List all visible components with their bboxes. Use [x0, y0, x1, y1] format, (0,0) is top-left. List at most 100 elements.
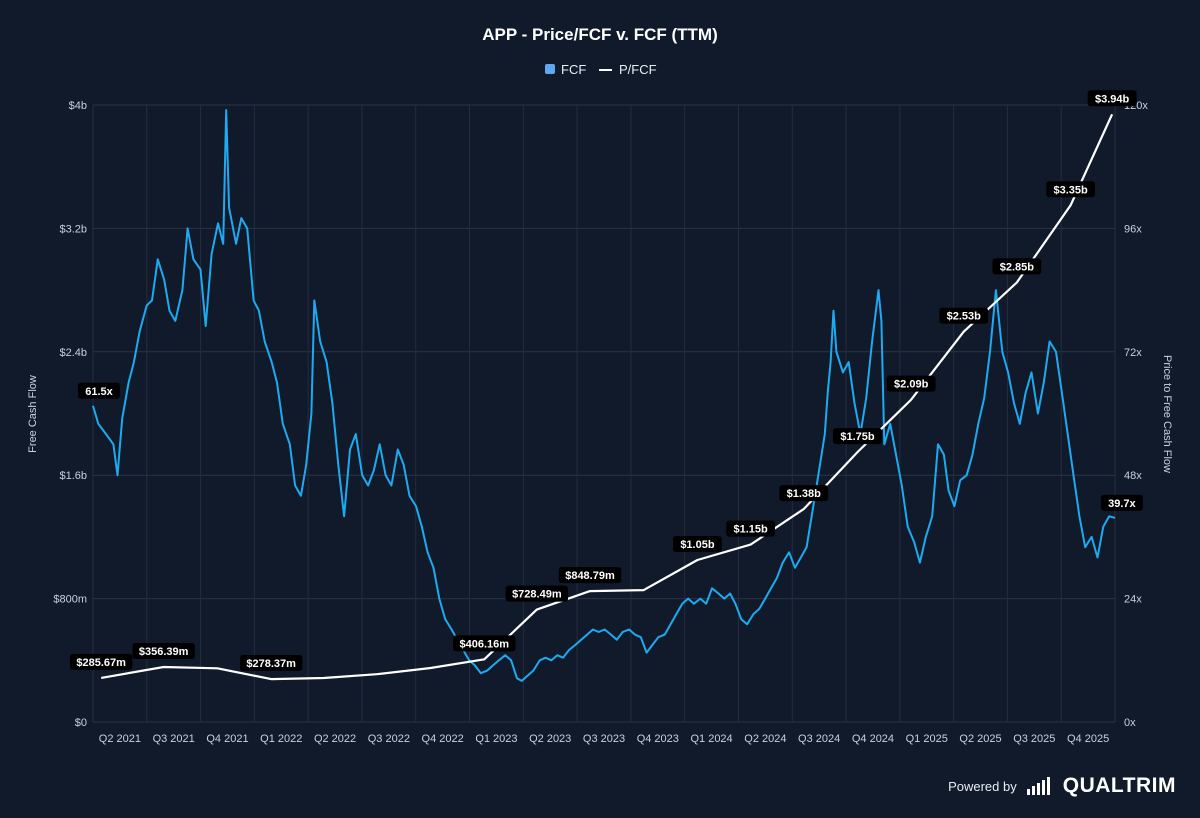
- data-label-box: [132, 643, 195, 660]
- powered-by-text: Powered by: [948, 778, 1017, 794]
- x-tick-label: Q2 2025: [959, 733, 1001, 745]
- chart-title: APP - Price/FCF v. FCF (TTM): [482, 25, 718, 44]
- data-label-text: $2.85b: [1000, 261, 1035, 273]
- x-tick-label: Q3 2022: [368, 733, 410, 745]
- legend-pfcf-label: P/FCF: [619, 62, 657, 77]
- x-axis-ticks: Q2 2021 Q3 2021 Q4 2021 Q1 2022 Q2 2022 Q3 20…: [99, 733, 1109, 745]
- data-label-box: [505, 585, 569, 602]
- x-tick-label: Q3 2025: [1013, 733, 1055, 745]
- legend-item-fcf[interactable]: FCF: [545, 62, 586, 77]
- series-line-fcf: [101, 113, 1114, 681]
- left-tick-label: $2.4b: [59, 347, 87, 359]
- right-axis-title: Price to Free Cash Flow: [1161, 355, 1173, 473]
- data-label-text: $3.94b: [1095, 93, 1130, 105]
- data-label-box: [939, 307, 989, 324]
- legend-item-pfcf[interactable]: P/FCF: [599, 62, 657, 77]
- data-label-text: $3.35b: [1053, 184, 1088, 196]
- data-label-text: $728.49m: [512, 589, 562, 601]
- x-tick-label: Q3 2023: [583, 733, 625, 745]
- series-layer: [92, 109, 1116, 682]
- data-label: 39.7x: [1100, 494, 1143, 511]
- x-tick-label: Q1 2025: [906, 733, 948, 745]
- data-label-text: 61.5x: [85, 386, 113, 398]
- data-label-text: $1.15b: [733, 524, 768, 536]
- data-label-box: [453, 635, 516, 652]
- x-tick-label: Q2 2022: [314, 733, 356, 745]
- x-tick-label: Q4 2023: [637, 733, 679, 745]
- data-label-text: $406.16m: [460, 638, 510, 650]
- data-label-box: [1100, 494, 1143, 511]
- data-label: $2.09b: [886, 375, 936, 392]
- data-label-text: $285.67m: [76, 657, 126, 669]
- data-label: $848.79m: [558, 567, 622, 584]
- data-label-box: [779, 485, 829, 502]
- left-axis-ticks: $0 $800m $1.6b $2.4b $3.2b $4b: [53, 100, 87, 729]
- brand-footer: Powered by QUALTRIM: [948, 774, 1176, 798]
- legend-fcf-swatch: [545, 64, 555, 74]
- data-label: $1.75b: [833, 428, 882, 445]
- right-tick-label: 24x: [1124, 594, 1142, 606]
- x-tick-label: Q3 2024: [798, 733, 840, 745]
- data-label-text: $278.37m: [246, 658, 296, 670]
- x-tick-label: Q2 2023: [529, 733, 571, 745]
- left-tick-label: $800m: [53, 594, 87, 606]
- x-tick-label: Q4 2021: [206, 733, 248, 745]
- data-label-box: [886, 375, 936, 392]
- x-tick-label: Q4 2022: [422, 733, 464, 745]
- data-label: $1.15b: [726, 520, 775, 537]
- data-label: $1.05b: [673, 536, 722, 553]
- data-label-box: [1046, 181, 1096, 198]
- right-tick-label: 0x: [1124, 717, 1136, 729]
- data-label-text: $848.79m: [565, 570, 615, 582]
- data-label: $3.94b: [1087, 90, 1137, 107]
- data-label-box: [78, 382, 120, 399]
- x-tick-label: Q1 2022: [260, 733, 302, 745]
- grid: [92, 104, 1116, 723]
- left-tick-label: $1.6b: [59, 470, 87, 482]
- data-label-box: [726, 520, 775, 537]
- data-label-box: [992, 258, 1042, 275]
- data-label: $406.16m: [453, 635, 516, 652]
- right-tick-label: 48x: [1124, 470, 1142, 482]
- data-label: $278.37m: [239, 655, 303, 672]
- data-label-box: [1087, 90, 1137, 107]
- right-tick-label: 72x: [1124, 347, 1142, 359]
- series-line-pfcf: [92, 109, 1116, 682]
- legend-fcf-label: FCF: [561, 62, 586, 77]
- data-label: $356.39m: [132, 643, 195, 660]
- left-tick-label: $4b: [69, 100, 87, 112]
- data-label-text: $1.75b: [840, 431, 875, 443]
- brand-logo-text[interactable]: QUALTRIM: [1062, 774, 1176, 797]
- data-label: 61.5x: [78, 382, 120, 399]
- bar-chart-icon: [1026, 777, 1050, 795]
- data-label-text: $2.53b: [947, 311, 982, 323]
- data-label-box: [239, 655, 303, 672]
- data-label-text: $1.05b: [680, 539, 715, 551]
- data-label-text: $2.09b: [894, 379, 929, 391]
- x-tick-label: Q3 2021: [153, 733, 195, 745]
- data-label: $285.67m: [69, 653, 133, 670]
- data-label: $728.49m: [505, 585, 569, 602]
- x-tick-label: Q1 2023: [475, 733, 517, 745]
- data-labels: 61.5x 39.7x $285.67m $356.39m $278.37m $406.1…: [69, 90, 1143, 672]
- x-tick-label: Q4 2025: [1067, 733, 1109, 745]
- data-label: $3.35b: [1046, 181, 1096, 198]
- data-label-text: $1.38b: [787, 488, 822, 500]
- data-label-box: [69, 653, 133, 670]
- data-label: $1.38b: [779, 485, 829, 502]
- data-label-text: $356.39m: [139, 646, 189, 658]
- data-label: $2.53b: [939, 307, 989, 324]
- legend: FCF P/FCF: [545, 62, 657, 77]
- data-label: $2.85b: [992, 258, 1042, 275]
- left-axis-title: Free Cash Flow: [27, 375, 39, 453]
- right-tick-label: 96x: [1124, 223, 1142, 235]
- x-tick-label: Q2 2021: [99, 733, 141, 745]
- x-tick-label: Q1 2024: [690, 733, 732, 745]
- left-tick-label: $3.2b: [59, 223, 87, 235]
- data-label-box: [833, 428, 882, 445]
- left-tick-label: $0: [75, 717, 87, 729]
- data-label-text: 39.7x: [1108, 498, 1136, 510]
- data-label-box: [673, 536, 722, 553]
